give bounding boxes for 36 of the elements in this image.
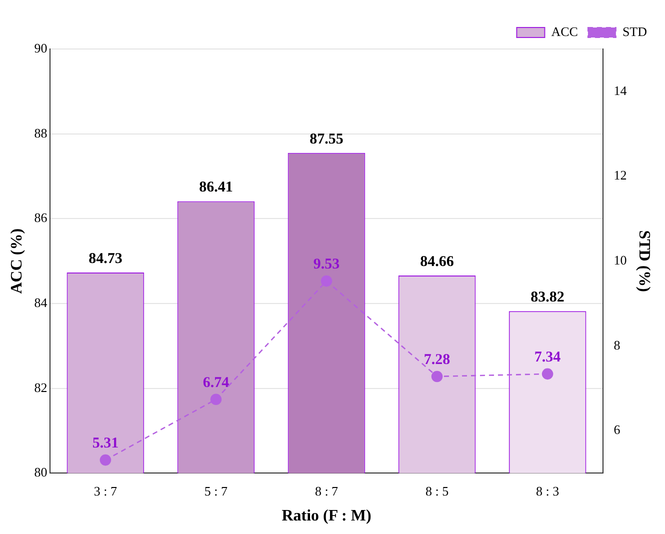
x-tick-label: 8 : 3 xyxy=(536,483,560,498)
data-label: 9.53 xyxy=(313,256,340,272)
data-label: 87.55 xyxy=(310,131,344,148)
data-label: 83.82 xyxy=(530,290,564,306)
y2-tick-label: 10 xyxy=(614,252,627,268)
y2-tick-label: 8 xyxy=(614,337,620,352)
y-tick-label: 80 xyxy=(34,464,48,480)
y2-tick-label: 12 xyxy=(614,168,627,183)
y2-axis-title: STD (%) xyxy=(635,230,652,292)
legend-label: STD xyxy=(622,24,648,39)
x-tick-label: 5 : 7 xyxy=(204,483,228,498)
y-tick-label: 90 xyxy=(34,40,48,56)
point xyxy=(431,370,443,382)
y-tick-label: 86 xyxy=(34,210,48,226)
legend-label: ACC xyxy=(551,24,578,39)
y2-tick-label: 14 xyxy=(614,82,628,98)
point xyxy=(320,275,332,287)
x-tick-label: 8 : 7 xyxy=(314,483,339,498)
data-label: 5.31 xyxy=(92,435,119,452)
data-label: 7.34 xyxy=(534,349,562,366)
y-axis-title: ACC (%) xyxy=(8,228,26,294)
data-label: 86.41 xyxy=(199,180,233,196)
x-axis-title: Ratio (F : M) xyxy=(282,508,372,525)
data-label: 84.66 xyxy=(420,254,454,270)
data-label: 6.74 xyxy=(202,374,230,391)
point xyxy=(210,394,222,406)
x-tick-label: 3 : 7 xyxy=(94,483,118,498)
x-tick-label: 8 : 5 xyxy=(425,483,449,498)
data-label: 7.28 xyxy=(424,352,450,368)
point xyxy=(100,454,112,466)
y-tick-label: 88 xyxy=(34,125,48,140)
y-tick-label: 82 xyxy=(34,380,48,395)
y-tick-label: 84 xyxy=(34,294,48,310)
data-label: 84.73 xyxy=(88,250,122,267)
point xyxy=(542,368,554,380)
y2-tick-label: 6 xyxy=(614,422,621,438)
